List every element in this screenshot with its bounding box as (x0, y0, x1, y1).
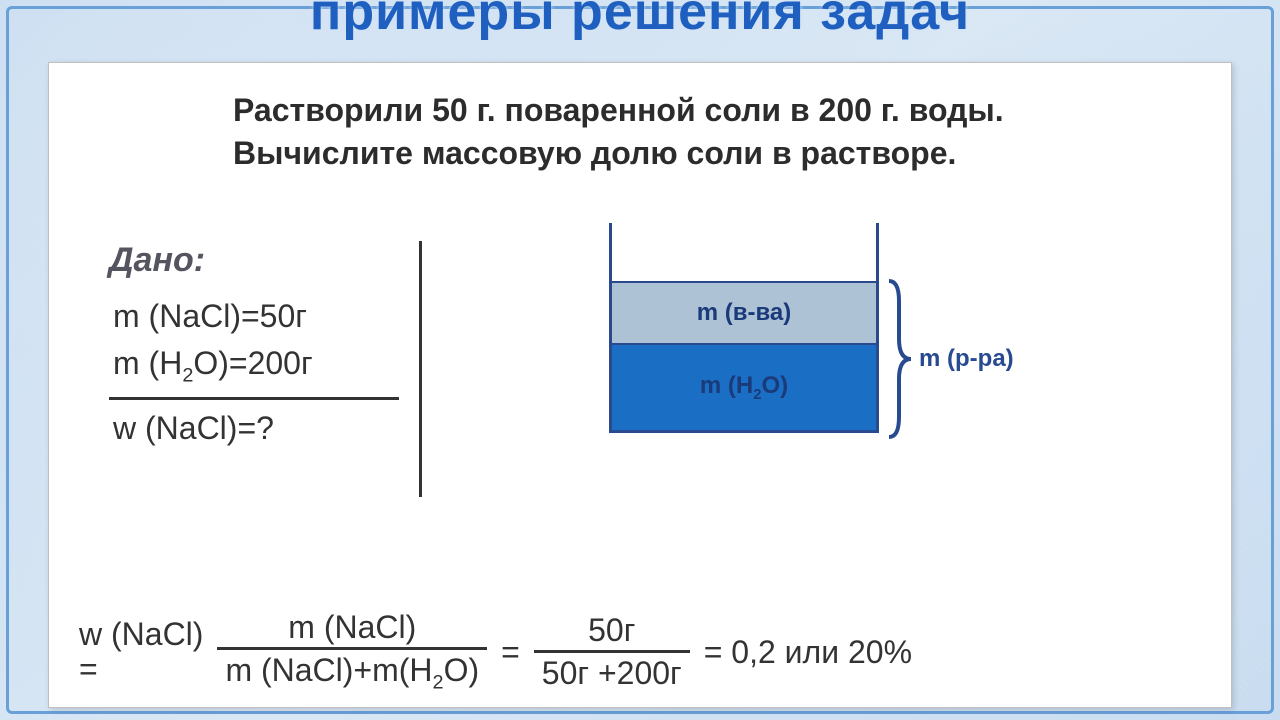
given-line-2: m (H2O)=200г (113, 345, 449, 387)
content-panel: Растворили 50 г. поваренной соли в 200 г… (48, 62, 1232, 708)
given-l2-sub: 2 (182, 364, 193, 386)
eq-result: = 0,2 или 20% (704, 634, 912, 671)
beaker-layer-water: m (H2O) (612, 343, 876, 430)
given-divider (109, 397, 399, 400)
equation-fraction-2: 50г 50г +200г (534, 614, 690, 690)
frac1-num: m (NaCl) (280, 611, 424, 647)
beaker-layer-air (612, 223, 876, 281)
beaker-solute-label: m (в-ва) (697, 299, 792, 327)
slide-title: примеры решения задач (0, 0, 1280, 42)
beaker-diagram: m (в-ва) m (H2O) (609, 223, 879, 433)
problem-statement: Растворили 50 г. поваренной соли в 200 г… (233, 89, 1077, 175)
given-l2-prefix: m (H (113, 345, 182, 381)
beaker-brace: m (р-ра) (887, 281, 1014, 437)
given-question: w (NaCl)=? (113, 410, 449, 447)
given-block: Дано: m (NaCl)=50г m (H2O)=200г w (NaCl)… (109, 241, 449, 457)
frac2-num: 50г (580, 614, 643, 650)
given-line-1: m (NaCl)=50г (113, 298, 449, 335)
brace-label: m (р-ра) (919, 345, 1014, 373)
beaker-layer-solute: m (в-ва) (612, 281, 876, 343)
beaker-water-label: m (H2O) (700, 372, 788, 403)
equation-lhs: w (NaCl) = (79, 617, 203, 687)
frac1-den: m (NaCl)+m(H2O) (217, 647, 487, 693)
eq-mid-eq: = (501, 634, 520, 671)
frac2-den: 50г +200г (534, 650, 690, 691)
equation-row: w (NaCl) = m (NaCl) m (NaCl)+m(H2O) = 50… (79, 611, 1211, 693)
eq-lhs-eq: = (79, 652, 98, 687)
given-title: Дано: (109, 241, 449, 280)
eq-lhs-text: w (NaCl) (79, 617, 203, 652)
equation-fraction-1: m (NaCl) m (NaCl)+m(H2O) (217, 611, 487, 693)
given-vertical-rule (419, 241, 422, 497)
brace-icon (887, 281, 913, 437)
given-l2-suffix: O)=200г (193, 345, 312, 381)
